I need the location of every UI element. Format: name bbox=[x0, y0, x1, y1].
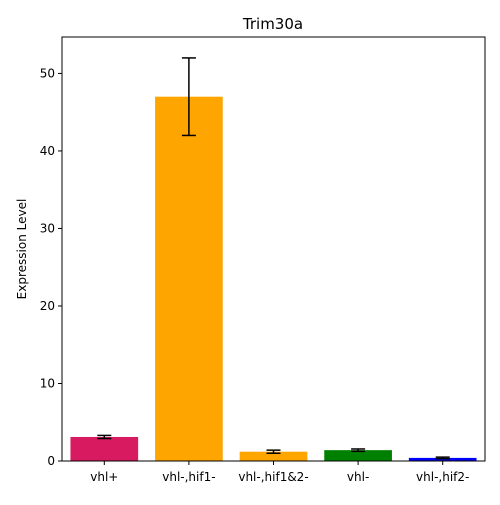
bar-2 bbox=[239, 451, 308, 461]
chart-title: Trim30a bbox=[242, 15, 303, 33]
y-tick-label-4: 40 bbox=[40, 144, 55, 158]
x-tick-label-4: vhl-,hif2- bbox=[416, 470, 469, 484]
y-axis: 0 10 20 30 40 50 bbox=[40, 66, 62, 468]
bar-3 bbox=[324, 450, 392, 461]
y-tick-label-5: 50 bbox=[40, 66, 55, 80]
x-tick-label-1: vhl-,hif1- bbox=[162, 470, 215, 484]
x-tick-label-2: vhl-,hif1&2- bbox=[238, 470, 308, 484]
x-axis: vhl+ vhl-,hif1- vhl-,hif1&2- vhl-vhl-,hif2- bbox=[90, 461, 469, 484]
y-axis-label: Expression Level bbox=[15, 199, 29, 300]
x-tick-label-3: vhl- bbox=[347, 470, 369, 484]
y-tick-label-0: 0 bbox=[47, 454, 55, 468]
y-tick-label-1: 10 bbox=[40, 376, 55, 390]
error-bars-group bbox=[97, 57, 450, 460]
bars-group bbox=[70, 96, 477, 461]
x-tick-label-0: vhl+ bbox=[90, 470, 118, 484]
bar-1 bbox=[155, 96, 223, 461]
plot-frame bbox=[61, 36, 486, 462]
bar-4 bbox=[408, 457, 477, 461]
y-tick-label-3: 30 bbox=[40, 221, 55, 235]
bar-0 bbox=[70, 436, 139, 461]
y-tick-label-2: 20 bbox=[40, 299, 55, 313]
